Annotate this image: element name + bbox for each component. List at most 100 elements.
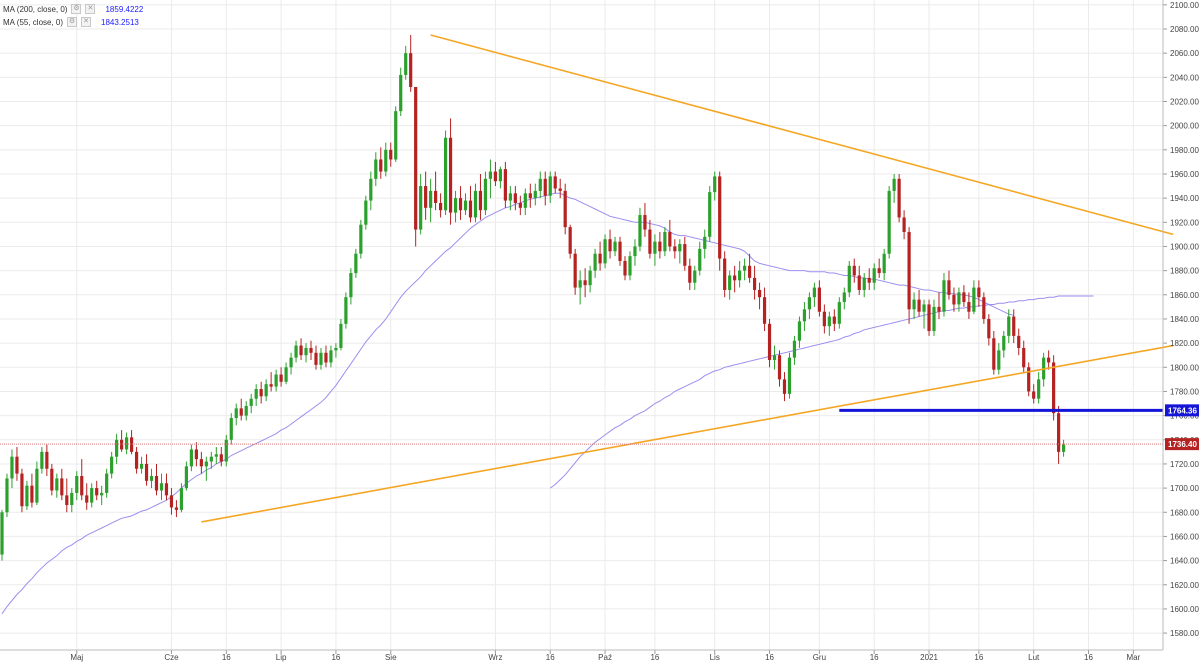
- candle-body: [568, 227, 572, 254]
- candle-body: [448, 137, 453, 213]
- x-tick-label: Paź: [598, 653, 612, 662]
- legend-label: MA (200, close, 0): [3, 4, 68, 14]
- x-tick-label: Mar: [1126, 653, 1140, 662]
- candle-body: [942, 280, 946, 312]
- candle-body: [932, 306, 936, 332]
- candle-body: [199, 459, 203, 467]
- candle-body: [558, 188, 562, 191]
- trendlines[interactable]: [0, 34, 1174, 523]
- candle-body: [349, 273, 353, 298]
- close-icon[interactable]: ✕: [85, 4, 96, 14]
- candle-body: [812, 287, 816, 298]
- candle-body: [967, 302, 971, 312]
- candle-body: [1017, 335, 1021, 348]
- y-tick-label: 2020.00: [1170, 97, 1199, 106]
- candle-body: [962, 292, 966, 303]
- candle-body: [583, 280, 587, 286]
- candle-body: [279, 374, 283, 382]
- candle-body: [120, 439, 124, 450]
- series-line: [549, 295, 1094, 489]
- candle-body: [708, 192, 712, 237]
- candle-body: [329, 350, 333, 363]
- candle-body: [309, 347, 313, 353]
- close-icon[interactable]: ✕: [81, 17, 92, 27]
- x-tick-label: Wrz: [488, 653, 502, 662]
- y-tick-label: 1840.00: [1170, 315, 1199, 324]
- candle-body: [414, 86, 418, 230]
- candle-body: [429, 190, 433, 208]
- trendline[interactable]: [201, 344, 1174, 523]
- gear-icon[interactable]: ⚙: [71, 4, 82, 14]
- candle-body: [907, 231, 911, 310]
- price-axis[interactable]: 1580.00 1600.00 1620.00 1640.00 1660.00 1680.…: [1162, 0, 1199, 650]
- candle-body: [912, 299, 916, 310]
- candle-body: [922, 304, 926, 312]
- candle-body: [748, 265, 752, 278]
- candle-body: [782, 379, 787, 394]
- candle-body: [498, 169, 502, 182]
- candle-body: [623, 260, 627, 276]
- candle-body: [693, 270, 697, 283]
- y-tick-label: 2000.00: [1170, 122, 1199, 131]
- candle-body: [419, 186, 423, 230]
- candle-body: [997, 350, 1001, 370]
- candle-body: [528, 193, 532, 199]
- candle-body: [85, 495, 89, 503]
- last-price-tag: 1736.40: [1168, 440, 1197, 449]
- candle-body: [125, 437, 129, 450]
- candle-body: [239, 408, 243, 416]
- x-tick-label: Sie: [385, 653, 397, 662]
- candle-body: [20, 473, 24, 507]
- y-tick-label: 1980.00: [1170, 146, 1199, 155]
- candle-body: [957, 292, 961, 305]
- y-tick-label: 1680.00: [1170, 508, 1199, 517]
- candle-body: [598, 253, 602, 264]
- support-price-tag: 1764.36: [1168, 406, 1197, 415]
- y-tick-label: 1780.00: [1170, 387, 1199, 396]
- candle-body: [987, 318, 991, 339]
- candle-body: [189, 449, 193, 467]
- trendline[interactable]: [430, 34, 1174, 236]
- candle-body: [324, 352, 328, 363]
- candle-body: [733, 275, 737, 281]
- candle-body: [204, 461, 208, 467]
- candle-body: [478, 190, 483, 211]
- candle-body: [214, 454, 218, 457]
- y-tick-label: 1940.00: [1170, 194, 1199, 203]
- candle-body: [115, 439, 119, 457]
- candle-body: [493, 171, 498, 182]
- candle-body: [822, 311, 826, 327]
- candle-body: [563, 190, 567, 228]
- x-tick-label: 16: [546, 653, 555, 662]
- candle-body: [144, 463, 149, 481]
- candle-body: [139, 463, 144, 469]
- time-axis[interactable]: Maj Cze 16 Lip 16 Sie Wrz 16 Paź 16 Lis 16 Gru 16 2021…: [0, 649, 1163, 662]
- candle-body: [60, 478, 64, 496]
- y-tick-label: 1700.00: [1170, 484, 1199, 493]
- candle-body: [897, 178, 901, 218]
- y-tick-label: 1660.00: [1170, 532, 1199, 541]
- candle-body: [767, 323, 772, 361]
- candle-body: [259, 389, 263, 397]
- candle-body: [110, 456, 114, 474]
- candle-body: [229, 418, 233, 440]
- x-tick-label: Lut: [1028, 653, 1040, 662]
- candle-body: [299, 345, 303, 356]
- candle-body: [434, 190, 438, 203]
- candle-body: [862, 277, 866, 290]
- candle-body: [15, 456, 19, 474]
- candle-body: [827, 316, 831, 327]
- candle-body: [134, 451, 139, 469]
- candle-body: [842, 292, 846, 303]
- candle-body: [832, 316, 836, 324]
- candle-body: [752, 277, 757, 290]
- candle-body: [738, 270, 742, 281]
- gear-icon[interactable]: ⚙: [67, 17, 78, 27]
- candle-body: [503, 169, 507, 201]
- last-price-tag-bg: [1165, 438, 1199, 451]
- candle-body: [548, 176, 552, 196]
- candle-body: [344, 297, 348, 324]
- candle-body: [643, 215, 647, 230]
